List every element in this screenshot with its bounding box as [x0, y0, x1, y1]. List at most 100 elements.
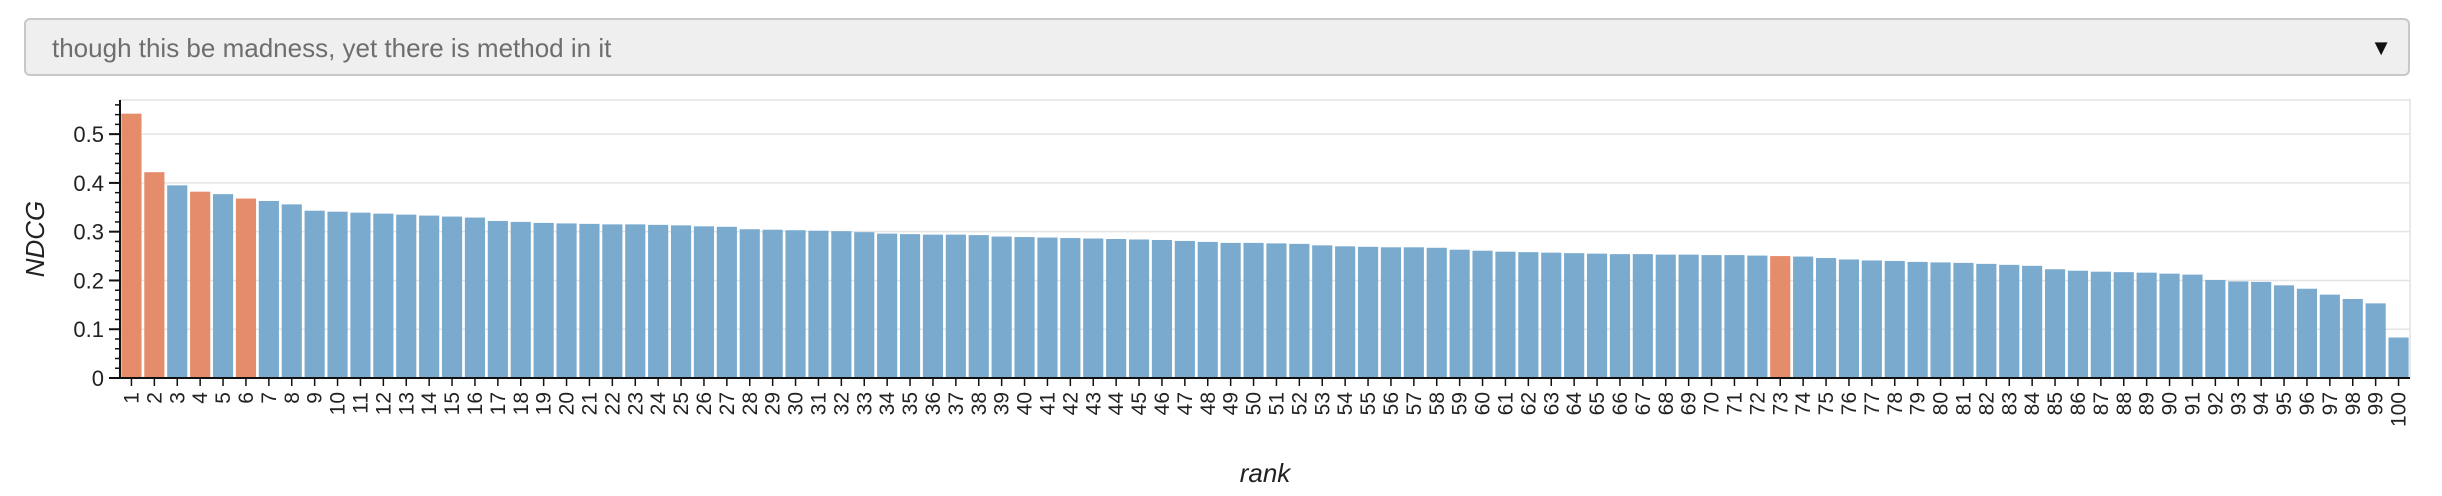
- x-tick-label: 43: [1082, 392, 1105, 415]
- bar-rank-31: [808, 230, 829, 378]
- x-tick-label: 70: [1701, 392, 1724, 415]
- x-tick-label: 18: [510, 392, 533, 415]
- x-tick-label: 51: [1265, 392, 1288, 415]
- bars: [121, 113, 2409, 379]
- bar-rank-77: [1861, 260, 1882, 378]
- bar-rank-72: [1747, 255, 1768, 378]
- x-tick-label: 96: [2296, 392, 2319, 415]
- x-tick-label: 10: [327, 392, 350, 415]
- x-tick-label: 27: [716, 392, 739, 415]
- x-axis: 1 2 3 4 5 6 7 8 9 10 11 12 13 14 15 16 17 18 19 20 21 22 23 24 2…: [120, 377, 2411, 427]
- bar-rank-97: [2319, 294, 2340, 378]
- x-tick-label: 24: [647, 392, 670, 416]
- bar-rank-43: [1083, 238, 1104, 378]
- bar-rank-57: [1403, 247, 1424, 378]
- bar-rank-8: [281, 204, 302, 378]
- bar-rank-83: [1999, 264, 2020, 378]
- x-tick-label: 62: [1517, 392, 1540, 415]
- x-tick-label: 25: [670, 392, 693, 415]
- bar-rank-34: [877, 233, 898, 378]
- x-tick-label: 3: [166, 392, 189, 404]
- x-tick-label: 57: [1403, 392, 1426, 415]
- x-tick-label: 65: [1586, 392, 1609, 415]
- bar-rank-63: [1541, 252, 1562, 378]
- bar-rank-55: [1357, 246, 1379, 378]
- bar-rank-41: [1037, 237, 1058, 378]
- chevron-down-icon: ▼: [2370, 35, 2392, 60]
- query-dropdown-value: though this be madness, yet there is met…: [52, 33, 612, 63]
- bar-rank-68: [1655, 254, 1676, 378]
- x-tick-label: 92: [2204, 392, 2227, 415]
- bar-rank-10: [327, 211, 348, 378]
- bar-rank-54: [1335, 246, 1356, 378]
- x-tick-label: 37: [945, 392, 968, 415]
- chart-grid: [120, 133, 2410, 379]
- bar-rank-21: [579, 223, 600, 378]
- bar-rank-71: [1724, 255, 1745, 378]
- x-tick-label: 35: [899, 392, 922, 415]
- bar-rank-20: [556, 223, 577, 378]
- x-tick-label: 98: [2342, 392, 2365, 415]
- x-tick-label: 11: [349, 392, 372, 414]
- bar-rank-89: [2136, 272, 2157, 378]
- bar-rank-2: [144, 172, 165, 378]
- y-tick-label: 0.1: [73, 317, 104, 342]
- x-tick-label: 73: [1769, 392, 1792, 415]
- bar-rank-87: [2090, 271, 2111, 378]
- bar-rank-56: [1380, 247, 1402, 378]
- x-tick-label: 74: [1792, 392, 1815, 416]
- bar-rank-12: [373, 213, 394, 378]
- bar-rank-66: [1609, 254, 1631, 378]
- bar-rank-85: [2044, 269, 2066, 378]
- bar-rank-73: [1770, 256, 1791, 378]
- bar-rank-5: [212, 194, 234, 378]
- x-tick-label: 80: [1930, 392, 1953, 415]
- x-tick-label: 45: [1128, 392, 1151, 415]
- x-tick-label: 8: [281, 392, 304, 404]
- x-tick-label: 32: [830, 392, 853, 415]
- x-tick-label: 90: [2159, 392, 2182, 415]
- x-tick-label: 50: [1243, 392, 1266, 415]
- x-tick-label: 21: [578, 392, 601, 415]
- x-tick-label: 41: [1036, 392, 1059, 415]
- bar-rank-53: [1312, 245, 1333, 378]
- x-tick-label: 67: [1632, 392, 1655, 415]
- bar-rank-35: [899, 234, 921, 378]
- x-tick-label: 46: [1151, 392, 1174, 415]
- x-tick-label: 79: [1907, 392, 1930, 415]
- x-tick-label: 39: [991, 392, 1014, 415]
- bar-rank-30: [785, 230, 806, 378]
- bar-rank-23: [625, 224, 646, 378]
- x-tick-label: 49: [1220, 392, 1243, 415]
- x-tick-label: 75: [1815, 392, 1838, 415]
- query-dropdown[interactable]: though this be madness, yet there is met…: [24, 18, 2410, 76]
- x-tick-label: 26: [693, 392, 716, 415]
- y-axis-label: NDCG: [20, 201, 50, 278]
- x-tick-label: 55: [1357, 392, 1380, 415]
- bar-rank-14: [419, 215, 440, 378]
- x-tick-label: 72: [1746, 392, 1769, 415]
- bar-rank-79: [1907, 261, 1928, 378]
- x-tick-label: 100: [2388, 392, 2411, 427]
- x-tick-label: 12: [372, 392, 395, 415]
- bar-rank-86: [2067, 270, 2089, 378]
- x-tick-label: 63: [1540, 392, 1563, 415]
- x-tick-label: 59: [1449, 392, 1472, 415]
- bar-rank-100: [2388, 337, 2409, 378]
- y-axis: 0 0.1 0.2 0.3 0.4 0.5: [73, 100, 121, 391]
- bar-rank-82: [1976, 263, 1997, 378]
- x-tick-label: 34: [876, 392, 899, 416]
- x-tick-label: 14: [418, 392, 441, 416]
- x-tick-label: 87: [2090, 392, 2113, 415]
- bar-rank-11: [350, 212, 371, 378]
- bar-rank-29: [762, 229, 783, 378]
- x-tick-label: 71: [1723, 392, 1746, 415]
- bar-rank-46: [1151, 239, 1173, 378]
- x-tick-label: 40: [1014, 392, 1037, 415]
- x-tick-label: 94: [2250, 392, 2273, 416]
- x-tick-label: 88: [2113, 392, 2136, 415]
- bar-rank-49: [1220, 242, 1241, 378]
- bar-rank-32: [831, 231, 852, 378]
- bar-rank-7: [258, 200, 279, 378]
